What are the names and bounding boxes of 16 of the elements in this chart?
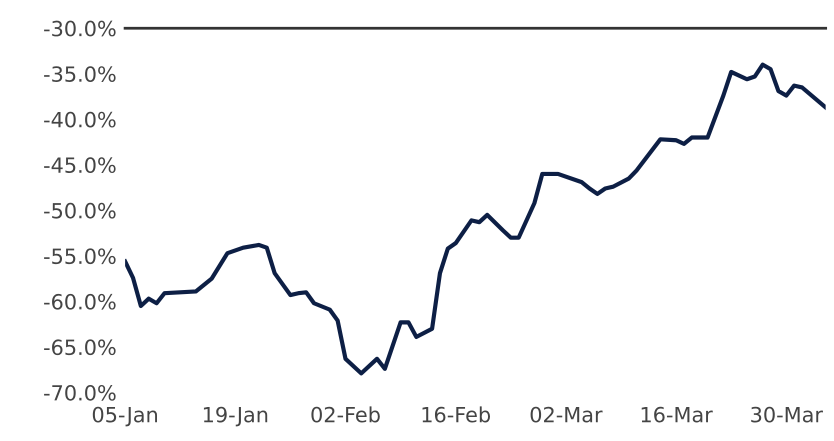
y-tick-label: -40.0% bbox=[44, 112, 116, 128]
y-tick-label: -45.0% bbox=[44, 157, 116, 174]
x-tick-label: 02-Feb bbox=[311, 406, 380, 423]
y-tick-label: -30.0% bbox=[44, 20, 116, 36]
x-tick-label: 19-Jan bbox=[204, 406, 268, 426]
y-tick-label: -60.0% bbox=[44, 294, 116, 310]
x-tick-label: 16-Feb bbox=[422, 406, 490, 423]
y-tick-label: -65.0% bbox=[44, 339, 116, 356]
x-tick-label: 30-Mar bbox=[751, 406, 823, 423]
y-tick-label: -70.0% bbox=[44, 384, 116, 401]
y-tick-label: -50.0% bbox=[44, 202, 116, 219]
x-tick-label: 05-Jan bbox=[92, 406, 157, 426]
y-tick-label: -35.0% bbox=[44, 66, 116, 82]
x-tick-label: 02-Mar bbox=[530, 406, 603, 423]
y-tick-label: -55.0% bbox=[44, 248, 116, 264]
x-tick-label: 16-Mar bbox=[642, 406, 713, 423]
